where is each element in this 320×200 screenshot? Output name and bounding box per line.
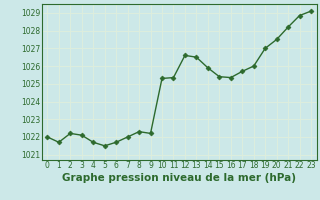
X-axis label: Graphe pression niveau de la mer (hPa): Graphe pression niveau de la mer (hPa) <box>62 173 296 183</box>
